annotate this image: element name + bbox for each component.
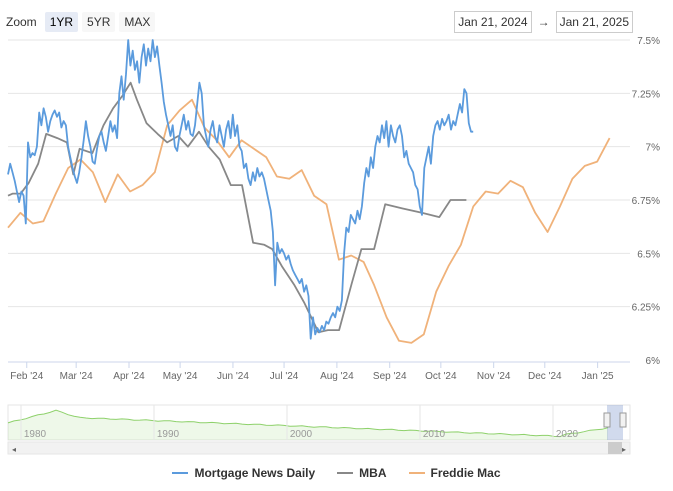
y-tick-label: 6% — [646, 356, 661, 367]
y-tick-label: 7% — [646, 143, 661, 154]
legend-swatch-fm — [408, 472, 425, 474]
navigator-area — [7, 404, 631, 441]
navigator-tick-label: 2010 — [423, 429, 446, 440]
x-tick-label: Oct '24 — [425, 371, 457, 382]
x-tick-label: Apr '24 — [113, 371, 145, 382]
x-tick-label: Aug '24 — [320, 371, 354, 382]
x-tick-label: Dec '24 — [528, 371, 562, 382]
range-to-input[interactable]: Jan 21, 2025 — [555, 11, 633, 33]
navigator-tick-label: 1980 — [24, 429, 47, 440]
zoom-max-button[interactable]: MAX — [119, 12, 156, 32]
y-tick-label: 6.25% — [632, 303, 660, 314]
mortgage-rate-chart: 6% 6.25% 6.5% 6.75% 7% 7.25% 7.5% Feb '24 Mar '2… — [7, 36, 661, 455]
date-range: Jan 21, 2024 → Jan 21, 2025 — [454, 11, 633, 33]
legend-item-fm[interactable]: Freddie Mac — [408, 466, 501, 480]
x-tick-label: Jun '24 — [217, 371, 249, 382]
navigator-series-area — [8, 410, 608, 440]
zoom-1yr-button[interactable]: 1YR — [44, 12, 79, 32]
zoom-label: Zoom — [6, 15, 37, 29]
legend: Mortgage News Daily MBA Freddie Mac — [0, 466, 673, 480]
arrow-right-icon: → — [537, 15, 550, 29]
y-tick-label: 7.5% — [637, 36, 660, 47]
legend-swatch-mba — [337, 472, 354, 474]
legend-label-mnd: Mortgage News Daily — [194, 466, 316, 480]
series-line-mortgage-news-daily — [7, 39, 474, 340]
navigator-handle-left[interactable] — [603, 412, 611, 428]
legend-item-mba[interactable]: MBA — [337, 466, 387, 480]
scroll-left-arrow-icon[interactable]: ◂ — [12, 445, 16, 454]
x-tick-label: Feb '24 — [10, 371, 43, 382]
navigator-tick-label: 2020 — [556, 429, 579, 440]
scrollbar-thumb[interactable] — [608, 442, 622, 454]
navigator-series-line — [7, 409, 609, 438]
x-tick-label: Jul '24 — [270, 371, 299, 382]
legend-swatch-mnd — [172, 472, 189, 474]
legend-label-mba: MBA — [359, 466, 387, 480]
scrollbar-track[interactable] — [7, 441, 631, 455]
x-tick-label: May '24 — [163, 371, 198, 382]
y-tick-label: 7.25% — [632, 89, 660, 100]
navigator-selection[interactable] — [607, 405, 623, 440]
y-tick-label: 6.5% — [637, 249, 660, 260]
zoom-5yr-button[interactable]: 5YR — [82, 12, 116, 32]
y-tick-label: 6.75% — [632, 196, 660, 207]
x-tick-label: Jan '25 — [582, 371, 614, 382]
scroll-right-arrow-icon[interactable]: ▸ — [622, 445, 626, 454]
x-tick-label: Sep '24 — [373, 371, 407, 382]
x-tick-label: Nov '24 — [477, 371, 511, 382]
series-line-mba — [7, 81, 467, 334]
legend-label-fm: Freddie Mac — [430, 466, 501, 480]
navigator-tick-label: 2000 — [290, 429, 313, 440]
navigator-tick-label: 1990 — [157, 429, 180, 440]
range-from-input[interactable]: Jan 21, 2024 — [454, 11, 532, 33]
zoom-bar: Zoom 1YR 5YR MAX — [6, 12, 156, 32]
legend-item-mnd[interactable]: Mortgage News Daily — [172, 466, 315, 480]
navigator-handle-right[interactable] — [619, 412, 627, 428]
series-line-freddie-mac — [7, 98, 611, 344]
x-tick-label: Mar '24 — [60, 371, 93, 382]
